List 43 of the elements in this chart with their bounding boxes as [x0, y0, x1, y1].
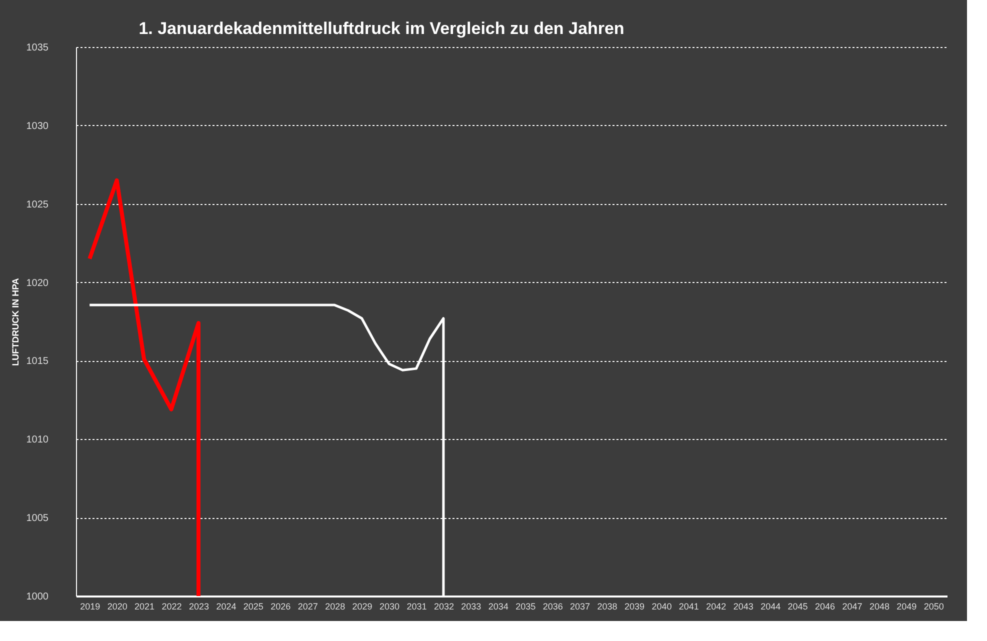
x-tick-label: 2047 [842, 602, 862, 612]
x-tick-label: 2044 [760, 602, 781, 612]
x-tick-label: 2026 [270, 602, 291, 612]
y-tick-label: 1005 [26, 513, 49, 524]
x-tick-label: 2035 [516, 602, 536, 612]
x-tick-label: 2045 [788, 602, 808, 612]
line-series [88, 178, 200, 598]
x-tick-label: 2024 [216, 602, 236, 612]
y-tick-label: 1025 [26, 199, 49, 210]
x-tick-label: 2043 [733, 602, 754, 612]
x-tick-label: 2029 [352, 602, 372, 612]
x-tick-label: 2040 [652, 602, 672, 612]
y-tick-label: 1010 [26, 434, 49, 446]
x-tick-label: 2037 [570, 602, 590, 612]
x-tick-label: 2041 [678, 602, 699, 612]
x-tick-label: 2022 [162, 602, 182, 612]
y-tick-label: 1000 [26, 592, 49, 602]
x-tick-label: 2036 [542, 602, 563, 612]
x-tick-label: 2033 [461, 602, 482, 612]
y-tick-label: 1020 [26, 278, 49, 289]
chart-title: 1. Januardekadenmittelluftdruck im Vergleich zu den Jahren [138, 19, 624, 38]
x-tick-label: 2046 [815, 602, 836, 612]
x-tick-label: 2023 [188, 602, 209, 612]
x-tick-label: 2021 [134, 602, 155, 612]
x-tick-label: 2030 [380, 602, 400, 612]
x-tick-label: 2048 [869, 602, 890, 612]
x-tick-label: 2039 [624, 602, 644, 612]
x-tick-label: 2032 [434, 602, 454, 612]
x-tick-label: 2031 [406, 602, 427, 612]
x-tick-label: 2028 [325, 602, 346, 612]
x-tick-label: 2042 [706, 602, 726, 612]
x-tick-label: 2019 [80, 602, 100, 612]
y-tick-label: 1035 [26, 42, 49, 54]
x-tick-label: 2020 [107, 602, 128, 612]
y-tick-label: 1015 [26, 356, 49, 368]
x-tick-label: 2034 [488, 602, 508, 612]
x-tick-label: 2025 [243, 602, 264, 612]
x-tick-label: 2049 [896, 602, 917, 612]
x-tick-label: 2038 [597, 602, 618, 612]
y-axis-title: LUFTDRUCK IN HPA [10, 278, 20, 366]
y-tick-label: 1030 [26, 120, 49, 132]
x-tick-label: 2027 [298, 602, 318, 612]
x-tick-label: 2050 [924, 602, 944, 612]
